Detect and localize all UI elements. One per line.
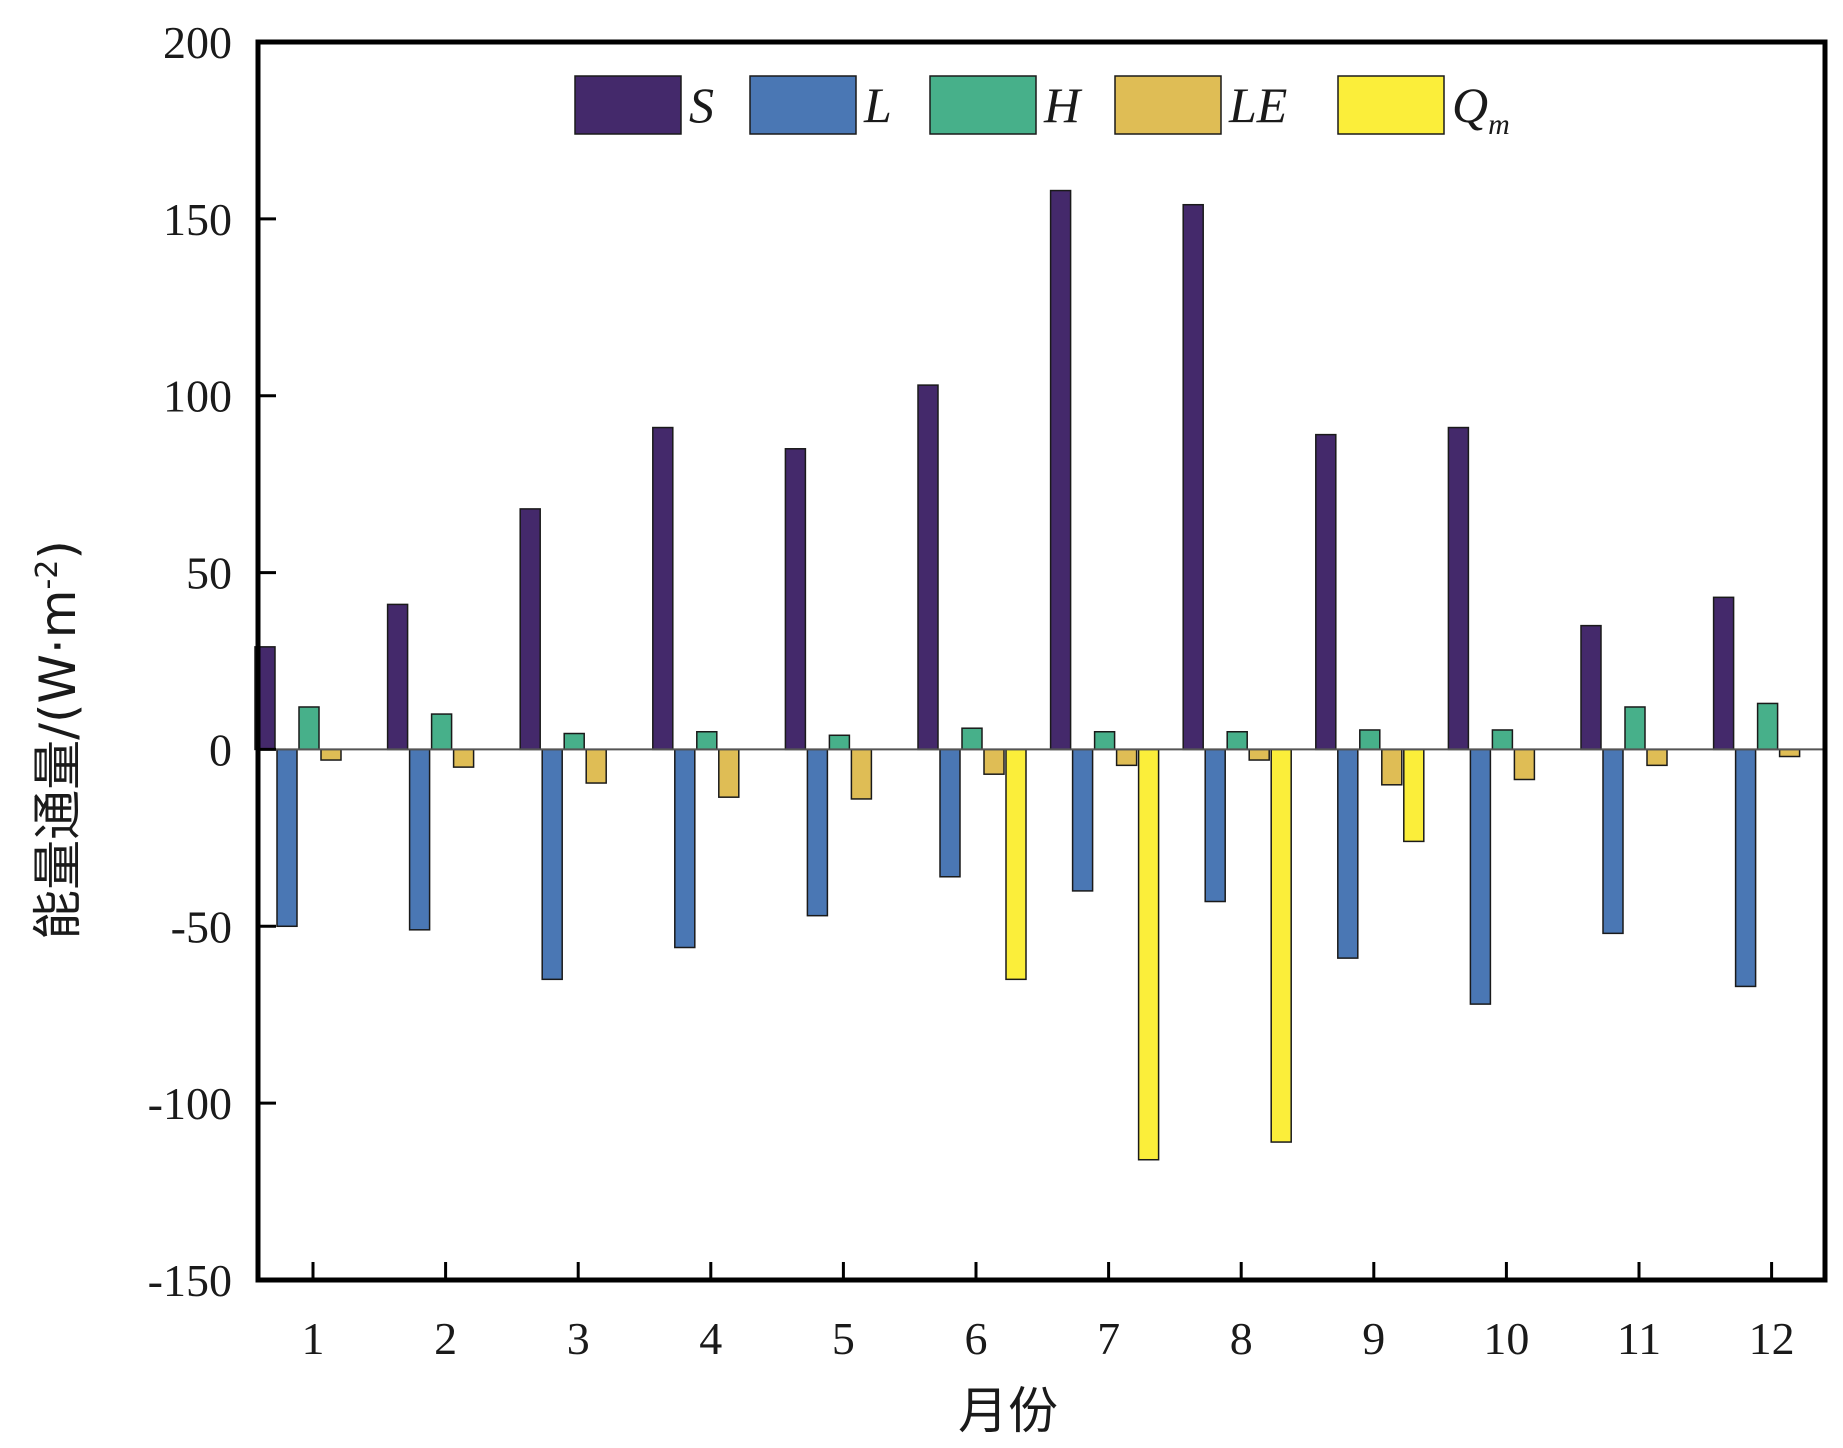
bar-s-month-3 — [519, 508, 541, 751]
bar-l-month-2 — [408, 748, 431, 931]
legend-label-text: S — [689, 77, 714, 133]
bar-le-month-10 — [1513, 748, 1536, 781]
bar-qm-month-9 — [1403, 748, 1425, 843]
legend-label-qm: Qm — [1452, 77, 1510, 141]
bar-le-month-5 — [850, 748, 873, 800]
bar-s-month-12 — [1712, 596, 1735, 751]
bar-h-month-6 — [961, 727, 983, 751]
bar-h-month-12 — [1756, 702, 1779, 751]
x-tick-label: 9 — [1362, 1313, 1385, 1364]
bar-h-month-7 — [1093, 730, 1116, 751]
bar-h-month-10 — [1491, 729, 1514, 751]
bar-h-month-5 — [828, 734, 851, 751]
bar-s-month-2 — [386, 603, 409, 751]
x-tick-label: 1 — [302, 1313, 325, 1364]
x-tick-label: 3 — [567, 1313, 590, 1364]
legend-swatch-h — [929, 75, 1037, 135]
legend-label-l: L — [863, 77, 892, 133]
x-tick-label: 10 — [1483, 1313, 1529, 1364]
bar-h-month-1 — [298, 706, 320, 751]
y-axis-label-unit-exponent: -2 — [30, 560, 65, 590]
bar-le-month-4 — [718, 748, 740, 798]
bar-s-month-10 — [1447, 426, 1470, 751]
bar-s-month-11 — [1580, 624, 1602, 751]
bar-qm-month-6 — [1005, 748, 1027, 981]
bar-le-month-7 — [1115, 748, 1138, 767]
legend-swatch-s — [574, 75, 682, 135]
legend: S L H LE Qm — [574, 75, 1510, 141]
y-tick-label: 150 — [163, 194, 232, 245]
bar-s-month-8 — [1182, 203, 1204, 751]
bar-s-month-4 — [652, 426, 674, 751]
y-tick-label: 100 — [163, 371, 232, 422]
bars-layer — [254, 189, 1801, 1161]
bar-l-month-1 — [276, 748, 298, 928]
bar-s-month-6 — [917, 384, 939, 751]
bar-le-month-3 — [585, 748, 607, 784]
bar-le-month-1 — [320, 748, 342, 761]
legend-label-s: S — [689, 77, 714, 133]
x-tick-label: 11 — [1617, 1313, 1661, 1364]
bar-le-month-9 — [1381, 748, 1403, 786]
bar-h-month-2 — [430, 713, 453, 751]
y-axis-label-main: 能量通量/(W·m — [29, 590, 87, 940]
bar-l-month-10 — [1469, 748, 1492, 1005]
bar-le-month-11 — [1646, 748, 1668, 767]
bar-l-month-12 — [1734, 748, 1757, 988]
x-tick-label: 5 — [832, 1313, 855, 1364]
legend-label-text: H — [1043, 77, 1083, 133]
x-tick-label: 6 — [965, 1313, 988, 1364]
x-tick-label: 12 — [1749, 1313, 1795, 1364]
y-axis-label-end: ) — [29, 540, 87, 560]
y-tick-label: -50 — [171, 901, 232, 952]
legend-label-text: Q — [1452, 77, 1488, 133]
bar-s-month-9 — [1315, 433, 1337, 751]
bar-h-month-3 — [563, 732, 585, 751]
x-axis-label: 月份 — [958, 1382, 1058, 1440]
y-axis-label: 能量通量/(W·m-2) — [29, 540, 87, 940]
x-tick-label: 7 — [1097, 1313, 1120, 1364]
legend-label-h: H — [1043, 77, 1083, 133]
bar-l-month-4 — [674, 748, 696, 949]
bar-l-month-9 — [1337, 748, 1359, 959]
bar-l-month-8 — [1204, 748, 1226, 903]
bar-h-month-8 — [1226, 730, 1248, 751]
y-tick-label: 50 — [186, 548, 232, 599]
y-tick-label: -100 — [148, 1078, 232, 1129]
bar-l-month-11 — [1602, 748, 1624, 935]
x-tick-label: 2 — [434, 1313, 457, 1364]
bar-qm-month-8 — [1270, 748, 1292, 1143]
bar-h-month-4 — [696, 730, 718, 751]
x-tick-label: 4 — [699, 1313, 722, 1364]
legend-label-le: LE — [1228, 77, 1287, 133]
bar-h-month-11 — [1624, 706, 1646, 751]
y-tick-label: -150 — [148, 1255, 232, 1306]
bar-le-month-6 — [983, 748, 1005, 775]
y-axis: 200 150 100 50 0 -50 -100 -150 — [148, 17, 276, 1306]
bar-h-month-9 — [1359, 729, 1381, 751]
x-axis: 1 2 3 4 5 6 7 8 9 10 11 12 — [302, 1262, 1795, 1364]
legend-label-text: LE — [1228, 77, 1287, 133]
bar-le-month-12 — [1778, 748, 1801, 758]
bar-s-month-5 — [784, 448, 807, 751]
bar-l-month-3 — [541, 748, 563, 981]
bar-s-month-7 — [1049, 189, 1072, 751]
legend-swatch-le — [1114, 75, 1222, 135]
bar-le-month-2 — [452, 748, 475, 768]
bar-l-month-7 — [1071, 748, 1094, 892]
legend-swatch-qm — [1337, 75, 1445, 135]
legend-label-subscript: m — [1488, 108, 1510, 141]
bar-le-month-8 — [1248, 748, 1270, 761]
legend-swatch-l — [749, 75, 857, 135]
x-tick-label: 8 — [1230, 1313, 1253, 1364]
y-tick-label: 200 — [163, 17, 232, 68]
plot-frame — [255, 39, 1828, 1283]
bar-qm-month-7 — [1137, 748, 1160, 1161]
bar-l-month-5 — [806, 748, 829, 917]
y-tick-label: 0 — [209, 724, 232, 775]
bar-l-month-6 — [939, 748, 961, 878]
legend-label-text: L — [863, 77, 892, 133]
